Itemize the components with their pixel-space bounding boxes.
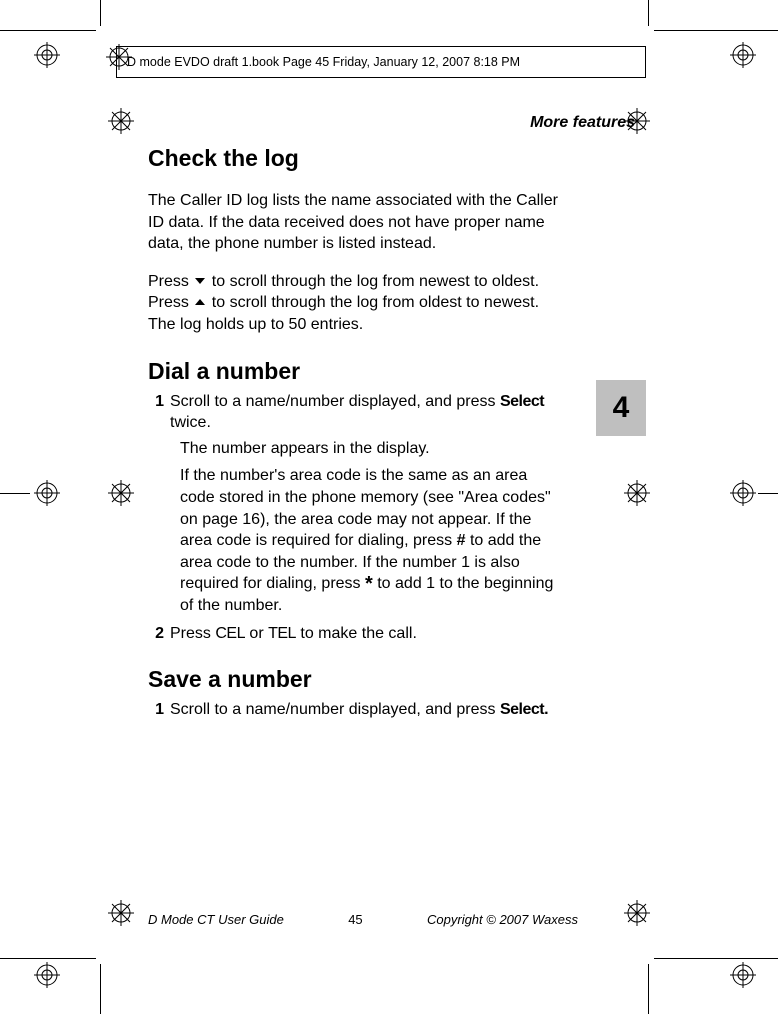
header-text: D mode EVDO draft 1.book Page 45 Friday,… bbox=[127, 55, 520, 69]
page-content: Check the log The Caller ID log lists th… bbox=[148, 145, 558, 725]
crop-line-left-top bbox=[100, 0, 101, 26]
footer-guide-name: D Mode CT User Guide bbox=[148, 912, 284, 927]
crop-line-right-top bbox=[648, 0, 649, 26]
step-sub-2: If the number's area code is the same as… bbox=[180, 465, 558, 616]
down-arrow-icon bbox=[193, 271, 207, 293]
crop-line-top-right bbox=[654, 30, 778, 31]
registration-mark-icon bbox=[730, 962, 756, 988]
mid-mark-line bbox=[0, 493, 30, 494]
crop-line-right-bottom bbox=[648, 964, 649, 1014]
crop-line-top-left bbox=[0, 30, 96, 31]
step-sub-1: The number appears in the display. bbox=[180, 438, 558, 460]
crop-line-bottom-right bbox=[654, 958, 778, 959]
hash-key: # bbox=[457, 532, 466, 549]
cel-key-label: CEL bbox=[215, 625, 245, 642]
step-text: Scroll to a name/number displayed, and p… bbox=[170, 391, 558, 434]
para-callerid: The Caller ID log lists the name associa… bbox=[148, 190, 558, 255]
heading-check-log: Check the log bbox=[148, 145, 558, 172]
step-2-dial: 2 Press CEL or TEL to make the call. bbox=[148, 623, 558, 645]
step-text: Press CEL or TEL to make the call. bbox=[170, 623, 558, 645]
registration-mark-icon bbox=[624, 900, 650, 926]
step-text: Scroll to a name/number displayed, and p… bbox=[170, 699, 558, 721]
registration-mark-icon bbox=[108, 108, 134, 134]
select-key-label: Select bbox=[500, 393, 544, 410]
registration-mark-icon bbox=[34, 480, 60, 506]
step-1-save: 1 Scroll to a name/number displayed, and… bbox=[148, 699, 558, 721]
tel-key-label: TEL bbox=[268, 625, 296, 642]
star-key: * bbox=[365, 573, 373, 595]
crop-line-bottom-left bbox=[0, 958, 96, 959]
registration-mark-icon bbox=[108, 900, 134, 926]
running-header: More features bbox=[530, 114, 635, 132]
footer-page-number: 45 bbox=[348, 912, 362, 927]
page-footer: D Mode CT User Guide 45 Copyright © 2007… bbox=[148, 912, 578, 927]
select-key-label: Select. bbox=[500, 701, 548, 718]
chapter-tab: 4 bbox=[596, 380, 646, 436]
registration-mark-icon bbox=[730, 42, 756, 68]
step-1-dial: 1 Scroll to a name/number displayed, and… bbox=[148, 391, 558, 434]
step-number: 2 bbox=[148, 623, 170, 645]
framemaker-header-box: D mode EVDO draft 1.book Page 45 Friday,… bbox=[116, 46, 646, 78]
crop-line-left-bottom bbox=[100, 964, 101, 1014]
heading-dial: Dial a number bbox=[148, 358, 558, 385]
footer-copyright: Copyright © 2007 Waxess bbox=[427, 912, 578, 927]
mid-mark-line bbox=[758, 493, 778, 494]
registration-mark-icon bbox=[34, 42, 60, 68]
step-number: 1 bbox=[148, 699, 170, 721]
registration-mark-icon bbox=[730, 480, 756, 506]
registration-mark-icon bbox=[34, 962, 60, 988]
up-arrow-icon bbox=[193, 292, 207, 314]
para-scroll: Press to scroll through the log from new… bbox=[148, 271, 558, 336]
step-number: 1 bbox=[148, 391, 170, 434]
registration-mark-icon bbox=[624, 480, 650, 506]
heading-save: Save a number bbox=[148, 666, 558, 693]
registration-mark-icon bbox=[108, 480, 134, 506]
chapter-number: 4 bbox=[613, 391, 630, 425]
